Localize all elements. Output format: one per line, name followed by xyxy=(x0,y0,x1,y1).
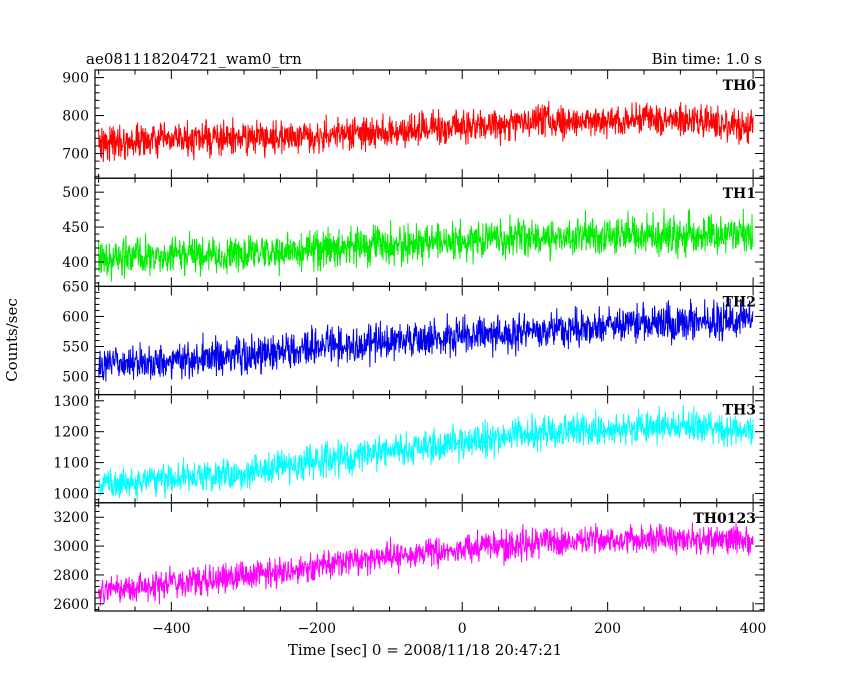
x-tick-label: 400 xyxy=(740,621,767,637)
series-line-th2 xyxy=(98,298,754,382)
y-tick-label: 2600 xyxy=(53,597,89,613)
y-tick-label: 800 xyxy=(62,109,89,125)
y-tick-label: 900 xyxy=(62,71,89,87)
panel-label-th2: TH2 xyxy=(723,294,756,310)
y-tick-label: 450 xyxy=(62,220,89,236)
series-line-th0123 xyxy=(98,522,754,606)
y-tick-label: 2800 xyxy=(53,568,89,584)
x-tick-label: −400 xyxy=(152,621,190,637)
chart-title: ae081118204721_wam0_trn xyxy=(86,50,302,68)
y-tick-label: 1200 xyxy=(53,425,89,441)
series-line-th3 xyxy=(98,404,754,502)
y-tick-label: 500 xyxy=(62,185,89,201)
y-tick-label: 600 xyxy=(62,309,89,325)
panel-th0123: 2600 2800 3000 3200 TH0123 xyxy=(53,502,765,613)
x-tick-label: 0 xyxy=(458,621,467,637)
y-tick-label: 1100 xyxy=(53,456,89,472)
panel-th0: 700 800 900 TH0 xyxy=(62,69,765,179)
x-axis-label: Time [sec] 0 = 2008/11/18 20:47:21 xyxy=(288,641,562,659)
series-line-th0 xyxy=(98,100,754,163)
y-axis-label: Counts/sec xyxy=(3,298,21,382)
panel-label-th0: TH0 xyxy=(723,78,757,94)
y-tick-label: 3000 xyxy=(53,539,89,555)
series-line-th1 xyxy=(98,208,754,282)
panel-stack: 700 800 900 TH0 400 450 500 TH1 500 550 600 650 TH2 1… xyxy=(53,69,765,613)
panel-label-th3: TH3 xyxy=(723,403,756,419)
y-tick-label: 500 xyxy=(62,370,89,386)
y-tick-label: 3200 xyxy=(53,510,89,526)
x-axis: −400 −200 0 200 400 xyxy=(152,621,766,637)
x-tick-label: −200 xyxy=(298,621,336,637)
y-tick-label: 700 xyxy=(62,147,89,163)
panel-th3: 1000 1100 1200 1300 TH3 xyxy=(53,394,765,504)
x-tick-label: 200 xyxy=(594,621,621,637)
y-tick-label: 550 xyxy=(62,340,89,356)
y-tick-label: 650 xyxy=(62,279,89,295)
panel-th1: 400 450 500 TH1 xyxy=(62,177,765,287)
y-tick-label: 1300 xyxy=(53,394,89,410)
y-tick-label: 1000 xyxy=(53,487,89,503)
y-tick-label: 400 xyxy=(62,255,89,271)
bin-time-label: Bin time: 1.0 s xyxy=(652,50,762,68)
panel-label-th1: TH1 xyxy=(723,186,756,202)
panel-frame xyxy=(94,502,765,612)
panel-th2: 500 550 600 650 TH2 xyxy=(62,279,765,396)
panel-label-th0123: TH0123 xyxy=(693,511,756,527)
